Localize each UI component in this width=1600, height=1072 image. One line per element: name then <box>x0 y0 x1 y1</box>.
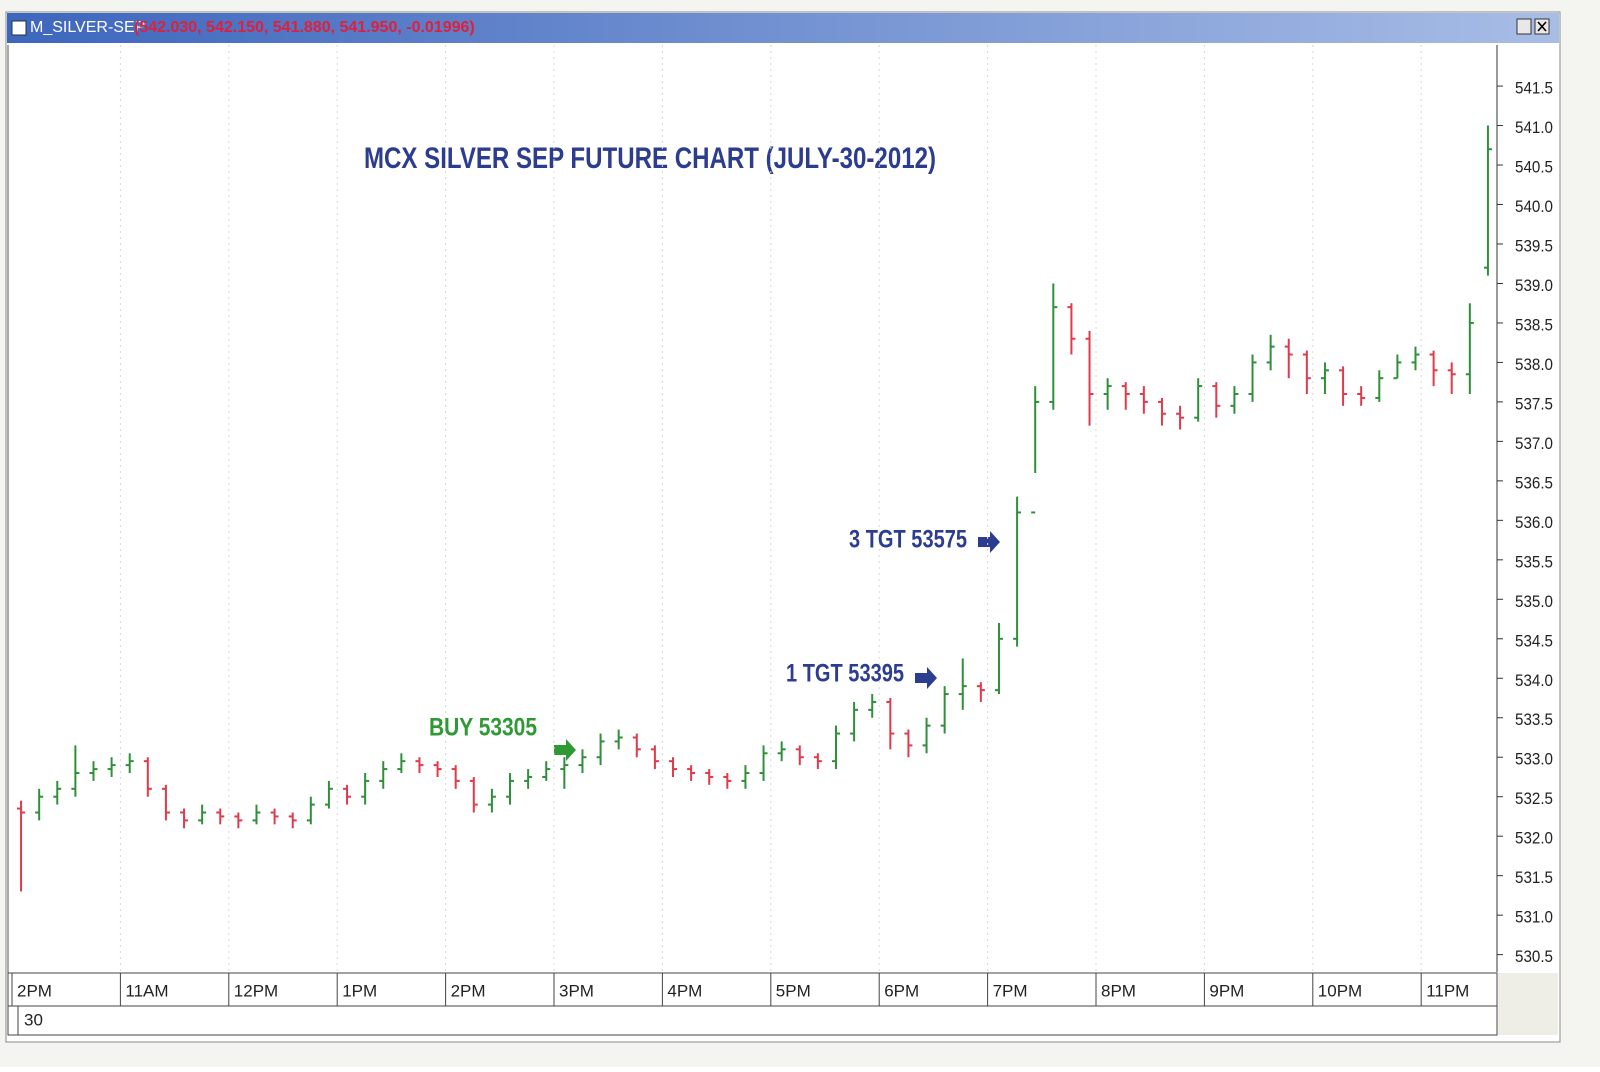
x-tick-label: 3PM <box>559 981 594 1000</box>
x-tick-label: 4PM <box>667 981 702 1000</box>
y-tick-label: 534.0 <box>1515 671 1553 690</box>
axis-corner <box>1498 973 1558 1035</box>
x-tick-label: 5PM <box>776 981 811 1000</box>
y-tick-label: 537.0 <box>1515 434 1553 453</box>
x-tick-label: 2PM <box>17 981 52 1000</box>
x-tick-label: 10PM <box>1318 981 1362 1000</box>
x-tick-label: 11PM <box>1426 981 1469 1000</box>
close-icon <box>1537 21 1547 32</box>
target-arrow <box>915 667 937 689</box>
annotation: 1 TGT 53395 <box>786 660 904 688</box>
annotation: 3 TGT 53575 <box>849 526 967 554</box>
x-tick-label: 1PM <box>342 981 377 1000</box>
y-tick-label: 532.0 <box>1515 829 1553 848</box>
x-axis-panel <box>7 972 1498 1036</box>
y-tick-label: 537.5 <box>1515 394 1553 413</box>
x-tick-label: 8PM <box>1101 981 1136 1000</box>
annotation: BUY 53305 <box>429 714 537 742</box>
x-tick-label: 2PM <box>451 981 486 1000</box>
x-tick-label: 9PM <box>1209 981 1244 1000</box>
y-tick-label: 533.5 <box>1515 710 1553 729</box>
y-tick-label: 536.5 <box>1515 473 1553 492</box>
window-quote: (542.030, 542.150, 541.880, 541.950, -0.… <box>134 19 475 36</box>
date-label: 30 <box>24 1010 43 1029</box>
y-tick-label: 541.0 <box>1515 118 1553 137</box>
y-tick-label: 530.5 <box>1515 947 1553 966</box>
y-tick-label: 539.0 <box>1515 276 1553 295</box>
y-tick-label: 535.0 <box>1515 592 1553 611</box>
target-arrow <box>978 531 1000 553</box>
x-tick-label: 11AM <box>125 981 168 1000</box>
chart-title: MCX SILVER SEP FUTURE CHART (JULY-30-201… <box>364 142 936 175</box>
y-tick-label: 538.0 <box>1515 355 1553 374</box>
y-tick-label: 531.0 <box>1515 908 1553 927</box>
title-bar <box>7 13 1559 43</box>
y-tick-label: 535.5 <box>1515 552 1553 571</box>
y-tick-label: 541.5 <box>1515 79 1553 98</box>
y-tick-label: 539.5 <box>1515 236 1553 255</box>
y-tick-label: 540.5 <box>1515 158 1553 177</box>
window-title: M_SILVER-SEP <box>30 19 145 36</box>
y-tick-label: 531.5 <box>1515 868 1553 887</box>
y-tick-label: 533.0 <box>1515 750 1553 769</box>
buy-arrow <box>554 739 576 761</box>
y-tick-label: 534.5 <box>1515 631 1553 650</box>
restore-button[interactable] <box>1516 18 1532 35</box>
y-tick-label: 540.0 <box>1515 197 1553 216</box>
window-icon <box>11 20 27 36</box>
y-tick-label: 532.5 <box>1515 789 1553 808</box>
x-tick-label: 12PM <box>234 981 278 1000</box>
window-frame <box>5 11 1561 1043</box>
y-tick-label: 538.5 <box>1515 315 1553 334</box>
x-tick-label: 7PM <box>993 981 1028 1000</box>
x-tick-label: 6PM <box>884 981 919 1000</box>
y-tick-label: 536.0 <box>1515 513 1553 532</box>
